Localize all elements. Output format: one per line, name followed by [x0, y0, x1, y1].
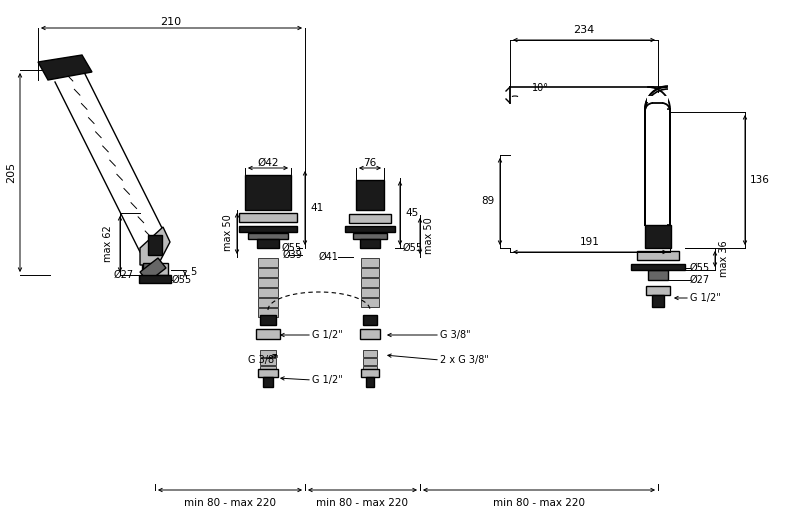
Bar	[258, 369, 278, 377]
Bar	[648, 270, 668, 280]
Bar	[361, 268, 379, 277]
Bar	[256, 329, 280, 339]
Bar	[647, 96, 668, 102]
Text: 2 x G 3/8": 2 x G 3/8"	[440, 355, 489, 365]
Text: 76: 76	[363, 158, 377, 168]
Text: G 1/2": G 1/2"	[312, 330, 342, 340]
Bar	[361, 258, 379, 267]
Bar	[142, 263, 168, 275]
Polygon shape	[143, 263, 157, 274]
Bar	[646, 286, 670, 295]
Bar	[263, 377, 273, 387]
Bar	[363, 366, 377, 373]
Text: Ø41: Ø41	[318, 252, 338, 262]
Text: Ø39: Ø39	[282, 250, 302, 260]
Bar	[258, 258, 278, 267]
Bar	[258, 278, 278, 287]
Text: Ø55: Ø55	[172, 275, 192, 285]
Text: max 62: max 62	[103, 226, 113, 263]
Bar	[245, 175, 291, 210]
Text: 136: 136	[750, 175, 770, 185]
Text: 10°: 10°	[532, 83, 549, 93]
Text: Ø55: Ø55	[282, 243, 302, 253]
Bar	[361, 288, 379, 297]
Text: min 80 - max 220: min 80 - max 220	[493, 498, 585, 508]
Bar	[148, 235, 162, 255]
Bar	[258, 308, 278, 317]
Bar	[349, 214, 391, 223]
Bar	[239, 213, 297, 222]
Bar	[361, 278, 379, 287]
Polygon shape	[38, 55, 92, 80]
Bar	[260, 350, 276, 357]
Text: max 50: max 50	[223, 215, 233, 252]
Bar	[361, 298, 379, 307]
Polygon shape	[140, 258, 166, 282]
Bar	[260, 315, 276, 325]
Text: min 80 - max 220: min 80 - max 220	[316, 498, 408, 508]
Polygon shape	[140, 227, 170, 265]
Bar	[353, 233, 387, 239]
Bar	[260, 358, 276, 365]
Bar	[637, 251, 679, 260]
Text: 89: 89	[482, 196, 495, 206]
Text: 191: 191	[580, 237, 600, 247]
Text: Ø42: Ø42	[258, 158, 278, 168]
Bar	[250, 184, 286, 208]
Text: Ø55: Ø55	[403, 243, 423, 253]
Bar	[258, 298, 278, 307]
Text: G 3/8": G 3/8"	[440, 330, 470, 340]
Bar	[248, 233, 288, 239]
Text: min 80 - max 220: min 80 - max 220	[184, 498, 276, 508]
Text: Ø27: Ø27	[114, 270, 134, 280]
Bar	[360, 239, 380, 248]
Bar	[366, 377, 374, 387]
Text: 45: 45	[405, 208, 418, 218]
Bar	[652, 295, 664, 307]
Bar	[260, 366, 276, 373]
Bar	[645, 225, 671, 248]
Text: G 1/2": G 1/2"	[312, 375, 342, 385]
Bar	[361, 369, 379, 377]
Bar	[646, 110, 669, 224]
Text: max 50: max 50	[424, 218, 434, 254]
Text: G 1/2": G 1/2"	[690, 293, 721, 303]
Bar	[345, 226, 395, 232]
Text: G 3/8": G 3/8"	[248, 355, 278, 365]
Bar	[257, 239, 279, 248]
Bar	[139, 275, 171, 283]
Bar	[258, 268, 278, 277]
Bar	[363, 315, 377, 325]
Bar	[360, 329, 380, 339]
Bar	[631, 264, 685, 270]
Text: max 36: max 36	[719, 241, 729, 277]
Bar	[363, 350, 377, 357]
Bar	[359, 186, 381, 208]
Text: Ø27: Ø27	[690, 275, 710, 285]
Text: 41: 41	[310, 203, 323, 213]
Bar	[356, 180, 384, 210]
Bar	[258, 288, 278, 297]
Text: 210: 210	[161, 17, 182, 27]
Text: 5: 5	[190, 267, 196, 277]
Text: Ø55: Ø55	[690, 263, 710, 273]
Text: 205: 205	[6, 161, 16, 183]
Bar	[239, 226, 297, 232]
Text: 234: 234	[574, 25, 594, 35]
Bar	[363, 358, 377, 365]
